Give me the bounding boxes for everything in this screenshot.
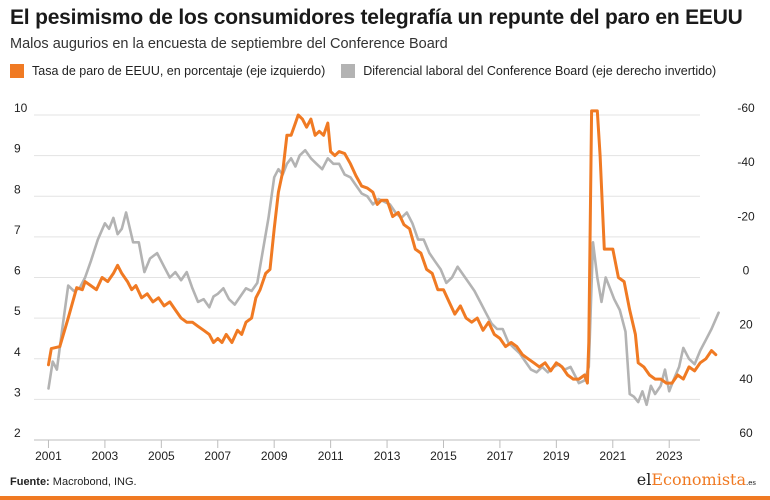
y-left-tick-label: 6 — [14, 264, 21, 278]
x-tick-label: 2017 — [487, 449, 514, 463]
x-tick-label: 2019 — [543, 449, 570, 463]
x-tick-label: 2015 — [430, 449, 457, 463]
chart-legend: Tasa de paro de EEUU, en porcentaje (eje… — [10, 64, 732, 78]
x-tick-label: 2003 — [92, 449, 119, 463]
y-right-tick-label: -20 — [737, 209, 755, 223]
y-right-tick-label: -40 — [737, 155, 755, 169]
legend-item-labor-differential: Diferencial laboral del Conference Board… — [341, 64, 716, 78]
legend-swatch-orange — [10, 64, 24, 78]
brand-suffix: .es — [746, 479, 756, 487]
source-note: Fuente: Macrobond, ING. — [10, 476, 137, 488]
x-tick-label: 2005 — [148, 449, 175, 463]
y-left-tick-label: 10 — [14, 101, 28, 115]
series-line-unemployment — [47, 109, 718, 385]
x-tick-label: 2007 — [204, 449, 231, 463]
y-left-tick-label: 3 — [14, 385, 21, 399]
legend-label-unemployment: Tasa de paro de EEUU, en porcentaje (eje… — [32, 64, 326, 78]
x-tick-label: 2023 — [656, 449, 683, 463]
y-right-tick-label: 20 — [739, 318, 753, 332]
chart-title: El pesimismo de los consumidores telegra… — [10, 6, 743, 29]
legend-item-unemployment: Tasa de paro de EEUU, en porcentaje (eje… — [10, 64, 325, 78]
x-tick-label: 2009 — [261, 449, 288, 463]
source-text: Macrobond, ING. — [52, 476, 137, 488]
y-right-tick-label: -60 — [737, 101, 755, 115]
y-right-tick-label: 0 — [743, 264, 750, 278]
y-left-tick-label: 7 — [14, 223, 21, 237]
y-left-tick-label: 5 — [14, 304, 21, 318]
y-left-tick-label: 9 — [14, 142, 21, 156]
brand-accent: Economista — [651, 470, 747, 489]
y-left-tick-label: 2 — [14, 426, 21, 440]
chart-subtitle: Malos augurios en la encuesta de septiem… — [10, 36, 448, 52]
x-tick-label: 2011 — [318, 449, 344, 463]
y-right-tick-label: 60 — [739, 426, 753, 440]
y-right-tick-label: 40 — [739, 372, 753, 386]
brand-prefix: el — [636, 470, 652, 489]
source-label: Fuente: — [10, 476, 50, 488]
bottom-accent-bar — [0, 496, 770, 500]
x-tick-label: 2021 — [599, 449, 626, 463]
legend-label-labor-differential: Diferencial laboral del Conference Board… — [363, 64, 717, 78]
brand-logo: elEconomista.es — [637, 470, 756, 489]
y-left-tick-label: 8 — [14, 182, 21, 196]
legend-swatch-gray — [341, 64, 356, 78]
y-left-tick-label: 4 — [14, 345, 21, 359]
x-tick-label: 2013 — [374, 449, 401, 463]
x-tick-label: 2001 — [35, 449, 62, 463]
